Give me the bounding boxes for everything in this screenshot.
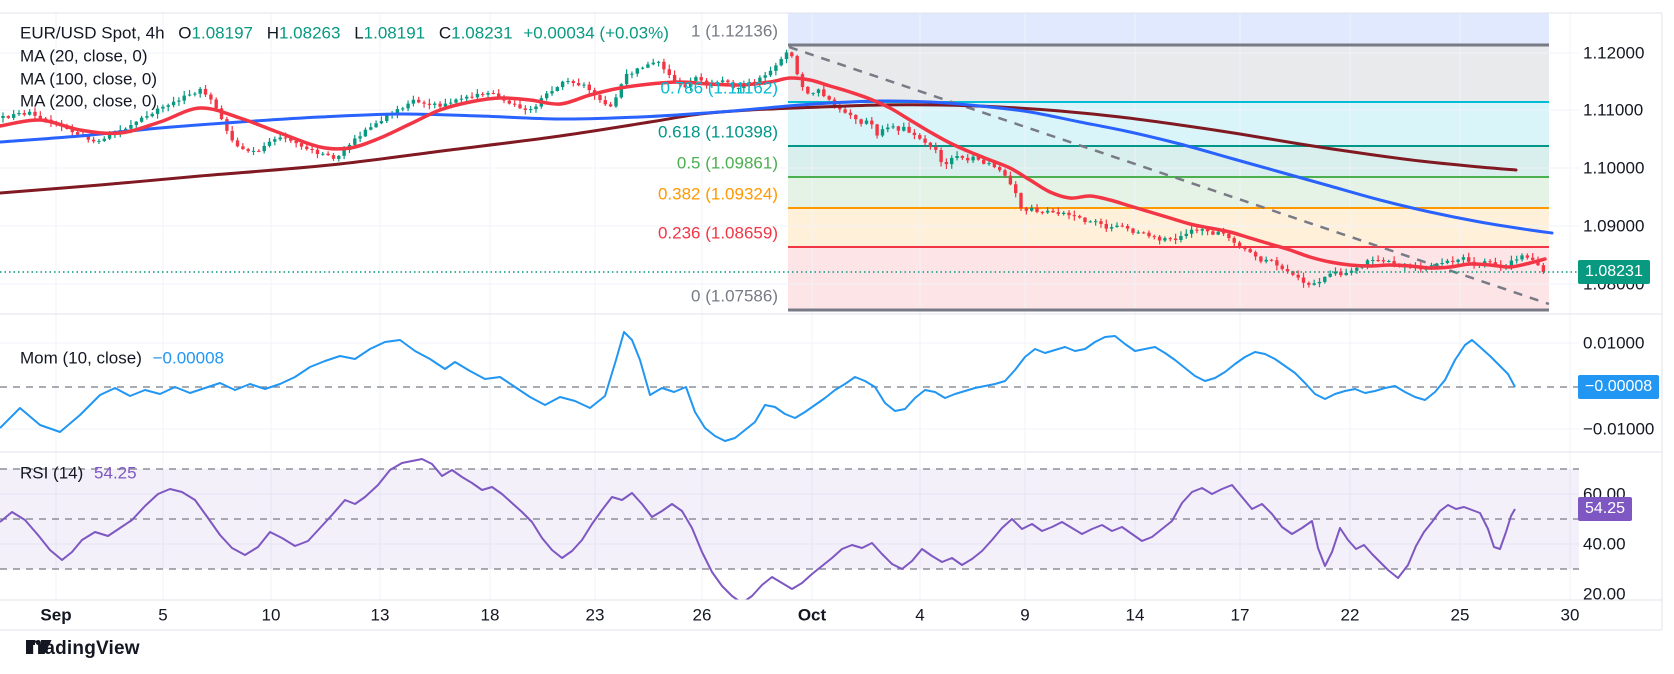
fib-level-label: 0.786 (1.11162) (660, 78, 778, 98)
tradingview-logo-icon (26, 640, 52, 654)
ma100-legend[interactable]: MA (100, close, 0) (20, 71, 157, 88)
momentum-value-badge: −0.00008 (1578, 375, 1660, 399)
time-axis-label[interactable]: 13 (370, 605, 390, 625)
time-axis-label[interactable]: 22 (1340, 605, 1360, 625)
momentum-value: −0.00008 (152, 348, 224, 368)
open-value: 1.08197 (191, 23, 253, 43)
fib-level-label: 0.618 (1.10398) (657, 122, 778, 142)
price-axis-label[interactable]: 1.09000 (1583, 216, 1645, 236)
momentum-axis-label[interactable]: 0.01000 (1583, 333, 1645, 353)
ma20-label: MA (20, close, 0) (20, 46, 148, 66)
symbol-title: EUR/USD Spot, 4h (20, 23, 165, 43)
rsi-axis-label[interactable]: 40.00 (1583, 534, 1626, 554)
fib-level-label: 0.236 (1.08659) (657, 223, 778, 243)
ma200-legend[interactable]: MA (200, close, 0) (20, 93, 157, 110)
rsi-value: 54.25 (94, 463, 137, 483)
open-key: O (178, 23, 192, 43)
last-price-badge: 1.08231 (1578, 260, 1650, 284)
momentum-series[interactable] (0, 331, 1579, 442)
price-axis-label[interactable]: 1.12000 (1583, 43, 1645, 63)
fib-level-label: 1 (1.12136) (691, 21, 778, 41)
fib-bands (788, 13, 1549, 310)
price-axis-label[interactable]: 1.11000 (1583, 100, 1644, 120)
low-key: L (354, 23, 364, 43)
rsi-axis-label[interactable]: 20.00 (1583, 584, 1626, 604)
close-value: 1.08231 (451, 23, 513, 43)
moving-average-lines[interactable] (0, 76, 1554, 270)
tradingview-logo-text: TradingView (26, 638, 140, 659)
rsi-series[interactable] (0, 458, 1579, 603)
time-axis-label[interactable]: 5 (158, 605, 168, 625)
rsi-legend[interactable]: RSI (14) 54.25 (20, 465, 137, 482)
time-axis-label[interactable]: 10 (261, 605, 281, 625)
time-axis-label[interactable]: 17 (1230, 605, 1250, 625)
momentum-legend[interactable]: Mom (10, close) −0.00008 (20, 350, 224, 367)
momentum-label: Mom (10, close) (20, 348, 142, 368)
ma20-legend[interactable]: MA (20, close, 0) (20, 48, 148, 65)
time-axis-label[interactable]: 23 (585, 605, 605, 625)
low-value: 1.08191 (363, 23, 426, 43)
price-axis-label[interactable]: 1.10000 (1583, 158, 1645, 178)
ma100-label: MA (100, close, 0) (20, 69, 158, 89)
time-axis-label[interactable]: 30 (1560, 605, 1580, 625)
fib-level-label: 0 (1.07586) (691, 286, 778, 306)
time-axis-label[interactable]: Sep (40, 605, 72, 625)
high-value: 1.08263 (279, 23, 341, 43)
trendline-dashed[interactable] (788, 45, 1550, 306)
change-value: +0.00034 (+0.03%) (523, 23, 669, 43)
time-axis-label[interactable]: 4 (915, 605, 925, 625)
fib-level-lines[interactable] (788, 43, 1549, 312)
pane-dividers (0, 12, 1663, 631)
ma200-label: MA (200, close, 0) (20, 91, 158, 111)
rsi-label: RSI (14) (20, 463, 84, 483)
rsi-value-badge: 54.25 (1578, 497, 1633, 521)
high-key: H (266, 23, 279, 43)
time-axis-label[interactable]: 25 (1450, 605, 1470, 625)
time-axis-label[interactable]: 9 (1020, 605, 1030, 625)
time-axis-label[interactable]: 26 (692, 605, 712, 625)
time-axis-label[interactable]: 14 (1125, 605, 1145, 625)
fib-level-label: 0.382 (1.09324) (657, 184, 778, 204)
momentum-axis-label[interactable]: −0.01000 (1583, 419, 1655, 439)
symbol-legend[interactable]: EUR/USD Spot, 4h O1.08197 H1.08263 L1.08… (20, 25, 669, 42)
fib-level-label: 0.5 (1.09861) (676, 153, 778, 173)
close-key: C (438, 23, 452, 43)
time-axis-label[interactable]: Oct (797, 605, 827, 625)
time-axis-label[interactable]: 18 (480, 605, 500, 625)
tradingview-logo[interactable]: TradingView (26, 638, 140, 660)
